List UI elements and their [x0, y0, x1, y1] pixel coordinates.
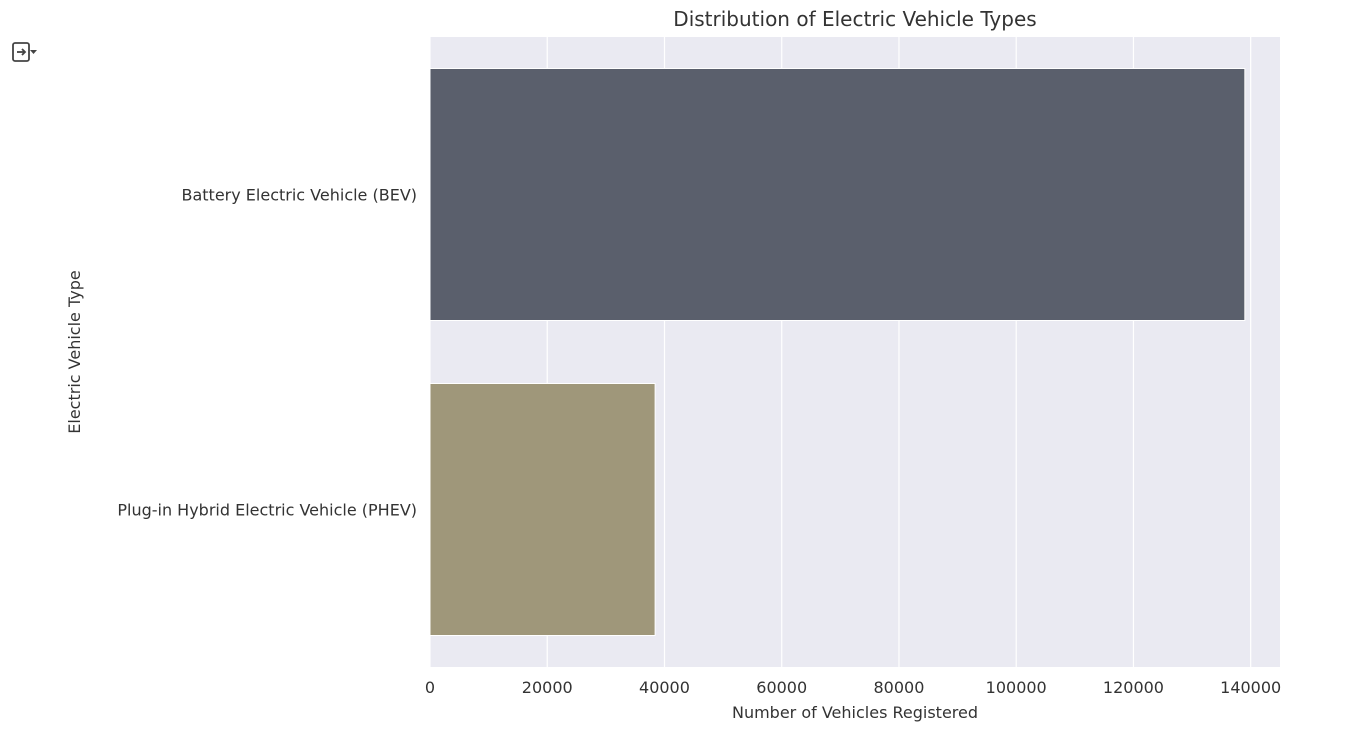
y-tick-label: Battery Electric Vehicle (BEV)	[182, 186, 418, 205]
y-tick-labels: Battery Electric Vehicle (BEV) Plug-in Hy…	[117, 186, 417, 520]
y-tick-label: Plug-in Hybrid Electric Vehicle (PHEV)	[117, 501, 417, 520]
output-toggle-icon[interactable]	[10, 40, 38, 66]
bar	[429, 383, 656, 636]
x-tick-labels: 0 20000 40000 60000 80000 100000 120000 140000	[425, 678, 1281, 697]
x-tick-label: 40000	[639, 678, 690, 697]
x-tick-label: 80000	[874, 678, 925, 697]
x-tick-label: 140000	[1220, 678, 1281, 697]
x-tick-label: 100000	[986, 678, 1047, 697]
bars	[429, 68, 1246, 636]
x-tick-label: 0	[425, 678, 435, 697]
bar	[429, 68, 1246, 321]
x-tick-label: 20000	[522, 678, 573, 697]
chart-title: Distribution of Electric Vehicle Types	[673, 7, 1036, 31]
y-axis-title: Electric Vehicle Type	[65, 270, 84, 433]
x-tick-label: 120000	[1103, 678, 1164, 697]
x-axis-title: Number of Vehicles Registered	[732, 703, 978, 722]
x-tick-label: 60000	[756, 678, 807, 697]
